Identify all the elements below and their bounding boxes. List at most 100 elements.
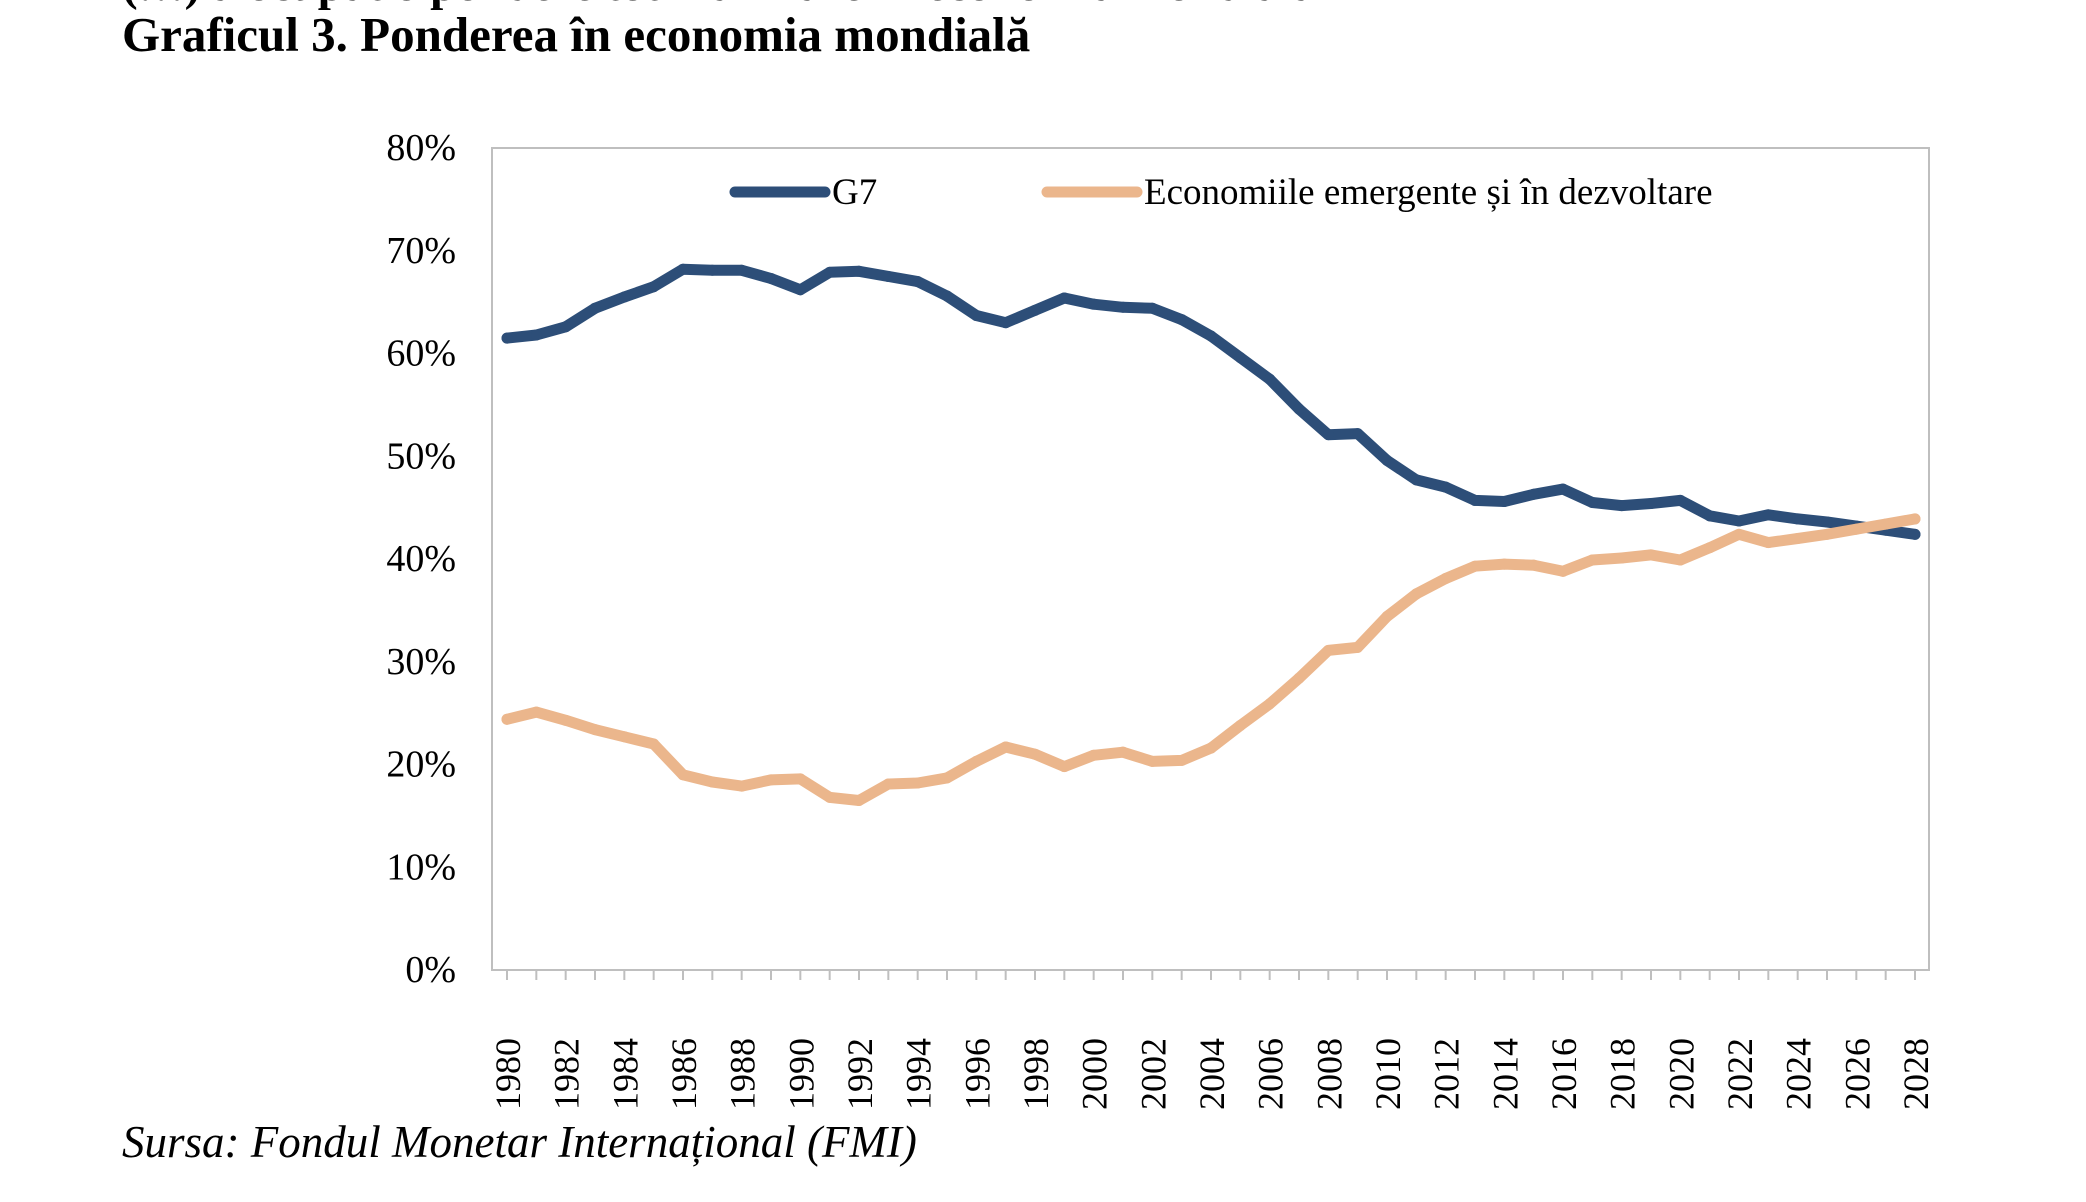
series-point [1029, 304, 1041, 316]
x-tick-label: 2018 [1603, 1038, 1643, 1110]
x-tick-label: 2026 [1837, 1038, 1877, 1110]
legend: G7 Economiile emergente și în dezvoltare [729, 172, 1713, 213]
y-tick-label: 0% [405, 949, 456, 991]
series-point [1674, 554, 1686, 566]
y-tick-label: 60% [386, 333, 456, 375]
series-point [1293, 672, 1305, 684]
series-point [736, 780, 748, 792]
series-point [1264, 373, 1276, 385]
series-point [1352, 428, 1364, 440]
series-point [1410, 474, 1422, 486]
series-point [501, 713, 513, 725]
x-tick-label: 2022 [1720, 1038, 1760, 1110]
x-tick-label: 2024 [1779, 1038, 1819, 1110]
series-point [1234, 719, 1246, 731]
series-point [618, 731, 630, 743]
series-point [501, 332, 513, 344]
series-line [501, 513, 1921, 806]
series-point [970, 309, 982, 321]
x-tick-label: 1992 [840, 1038, 880, 1110]
series-point [1850, 523, 1862, 535]
series-point [1000, 741, 1012, 753]
series-point [589, 724, 601, 736]
series-point [1117, 301, 1129, 313]
series-point [1205, 330, 1217, 342]
series-point [1058, 292, 1070, 304]
series-point [1821, 528, 1833, 540]
series-point [1146, 302, 1158, 314]
series-point [1322, 644, 1334, 656]
series-point [560, 321, 572, 333]
series-point [794, 284, 806, 296]
series-point [1674, 494, 1686, 506]
x-tick-label: 1998 [1016, 1038, 1056, 1110]
series-point [677, 263, 689, 275]
x-tick-label: 2006 [1251, 1038, 1291, 1110]
series-point [1528, 559, 1540, 571]
series-point [970, 755, 982, 767]
series-point [736, 264, 748, 276]
series-point [648, 281, 660, 293]
series-point [1704, 542, 1716, 554]
x-tick-label: 2002 [1133, 1038, 1173, 1110]
cut-previous-line: (…) a ocupat o pondere tot mai mare în e… [122, 0, 1316, 9]
y-axis: 0% 10% 20% 30% 40% 50% 60% 70% 80% [386, 127, 456, 991]
series-point [1586, 554, 1598, 566]
series-point [677, 769, 689, 781]
series-point [1440, 573, 1452, 585]
series-point [1469, 560, 1481, 572]
series-point [1176, 754, 1188, 766]
series-point [530, 706, 542, 718]
series-point [1792, 513, 1804, 525]
x-tick-label: 1982 [547, 1038, 587, 1110]
series-point [1117, 746, 1129, 758]
series-point [1440, 481, 1452, 493]
x-tick-label: 2012 [1427, 1038, 1467, 1110]
series-point [1088, 749, 1100, 761]
series-point [824, 266, 836, 278]
series-point [1410, 588, 1422, 600]
x-tick-label: 2014 [1485, 1038, 1525, 1110]
series-point [706, 776, 718, 788]
series-point [1880, 518, 1892, 530]
series-point [1762, 509, 1774, 521]
y-tick-label: 70% [386, 230, 456, 272]
series-point [824, 791, 836, 803]
legend-label: G7 [832, 172, 877, 213]
series-point [706, 264, 718, 276]
series-point [530, 329, 542, 341]
series-point [882, 270, 894, 282]
series-point [912, 276, 924, 288]
series-point [1586, 496, 1598, 508]
series-layer [501, 263, 1921, 806]
series-point [648, 738, 660, 750]
series-point [853, 794, 865, 806]
series-point [1616, 552, 1628, 564]
x-tick-label: 2008 [1309, 1038, 1349, 1110]
series-point [1322, 429, 1334, 441]
x-tick-label: 2028 [1896, 1038, 1936, 1110]
series-point [1792, 532, 1804, 544]
legend-label: Economiile emergente și în dezvoltare [1144, 172, 1713, 213]
series-point [1029, 748, 1041, 760]
series-point [794, 773, 806, 785]
series-point [1146, 755, 1158, 767]
series-point [1528, 488, 1540, 500]
series-line [501, 263, 1921, 540]
series-point [618, 291, 630, 303]
series-point [560, 714, 572, 726]
series-point [1234, 352, 1246, 364]
x-tick-label: 2004 [1192, 1038, 1232, 1110]
series-point [1381, 454, 1393, 466]
y-tick-label: 80% [386, 127, 456, 169]
series-point [1293, 403, 1305, 415]
series-point [1733, 528, 1745, 540]
y-tick-label: 10% [386, 846, 456, 888]
y-tick-label: 20% [386, 744, 456, 786]
series-point [882, 778, 894, 790]
x-tick-label: 1980 [488, 1038, 528, 1110]
series-point [1909, 513, 1921, 525]
series-point [1645, 498, 1657, 510]
series-point [1704, 510, 1716, 522]
x-tick-label: 1986 [664, 1038, 704, 1110]
